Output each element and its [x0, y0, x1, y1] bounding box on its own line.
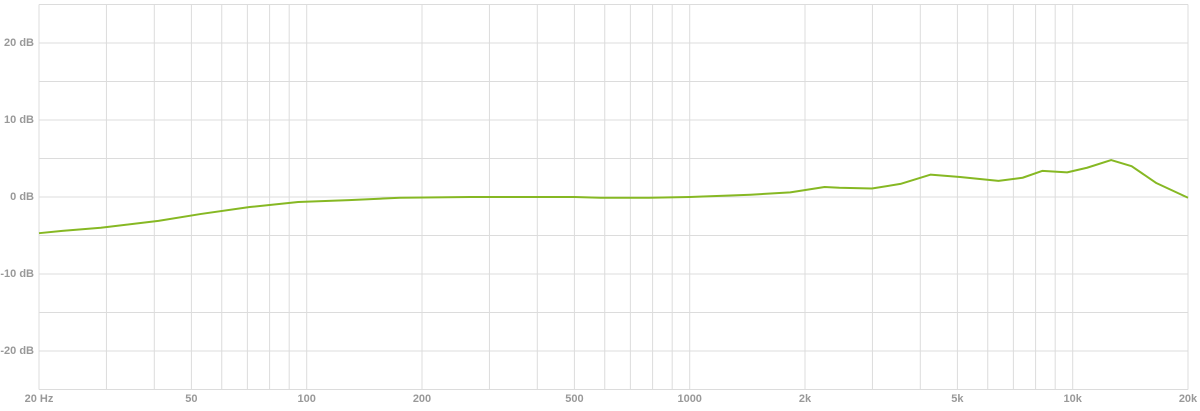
y-tick-label: 0 dB [10, 191, 34, 203]
y-tick-label: 10 dB [4, 114, 34, 126]
x-tick-label: 50 [185, 393, 197, 405]
response-line [38, 159, 1189, 235]
y-tick-label: -10 dB [0, 268, 34, 280]
x-tick-label: 5k [951, 393, 964, 405]
y-tick-label: -20 dB [0, 345, 34, 357]
x-tick-label: 20 Hz [25, 393, 54, 405]
x-tick-label: 10k [1064, 393, 1083, 405]
x-tick-label: 2k [799, 393, 812, 405]
x-tick-label: 1000 [677, 393, 701, 405]
y-tick-label: 20 dB [4, 37, 34, 49]
x-tick-label: 20k [1179, 393, 1198, 405]
x-tick-label: 200 [413, 393, 431, 405]
x-tick-label: 100 [298, 393, 316, 405]
x-tick-label: 500 [565, 393, 583, 405]
